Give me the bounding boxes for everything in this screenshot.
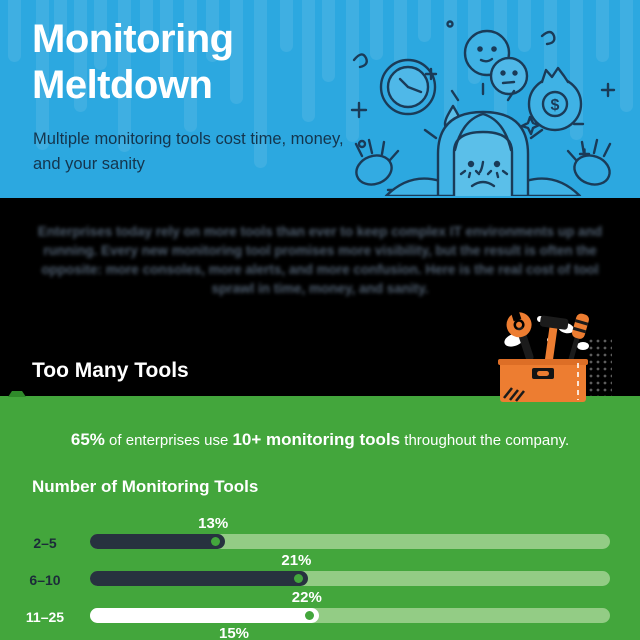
category-label: 6–10 (29, 572, 61, 588)
title-line-1: Monitoring (32, 17, 234, 61)
too-many-tools-heading: Too Many Tools (32, 359, 189, 382)
value-label: 13% (198, 515, 229, 532)
bar-row-2-5: 13% 2–5 (0, 515, 640, 551)
skyline-bar (370, 0, 383, 60)
bar-track (90, 534, 610, 549)
value-label: 21% (281, 552, 312, 569)
toolbox-body (498, 359, 588, 402)
skyline-bar (254, 0, 267, 168)
money-bag-icon: $ (527, 66, 583, 132)
screwdriver-icon (567, 313, 589, 364)
skyline-bar (544, 0, 557, 92)
intro-section: Enterprises today rely on more tools tha… (0, 198, 640, 402)
category-label: 2–5 (33, 535, 57, 551)
edge-notch-decoration (8, 391, 26, 397)
bar-end-dot (211, 537, 221, 546)
smiley-faces-icon (463, 29, 529, 96)
skyline-bar (230, 0, 243, 104)
stat-65-percent: 65% (70, 430, 105, 449)
skyline-bar (206, 0, 219, 62)
skyline-bar (74, 0, 87, 112)
hammer-icon (539, 315, 569, 364)
skyline-bar (160, 0, 173, 92)
stat-headline: 65% of enterprises use 10+ monitoring to… (70, 430, 570, 449)
value-label: 15% (218, 625, 250, 640)
bar-fill (90, 534, 226, 549)
svg-text:$: $ (551, 97, 560, 114)
skyline-bar (302, 0, 315, 122)
skyline-bar (140, 0, 153, 44)
value-label: 22% (291, 589, 322, 606)
left-hand-icon (354, 138, 400, 186)
skyline-bar (118, 0, 131, 152)
intro-paragraph: Enterprises today rely on more tools tha… (37, 224, 603, 296)
skyline-bar (36, 0, 49, 150)
skyline-bar (518, 0, 531, 52)
skyline-bar (596, 0, 609, 62)
skyline-bar (280, 0, 293, 52)
bar-row-6-10: 21% 6–10 (0, 552, 640, 588)
skyline-bar (8, 0, 21, 62)
skyline-bar (418, 0, 431, 42)
skyline-bar (620, 0, 633, 112)
bar-end-dot (294, 574, 304, 583)
skyline-bar (94, 0, 107, 70)
monitoring-tools-bar-chart: 13% 2–5 21% 6–10 22% 11–25 (0, 396, 640, 640)
bar-track (90, 608, 610, 623)
skyline-bar (54, 0, 67, 38)
bar-track (90, 571, 610, 586)
clock-icon (379, 58, 437, 116)
halftone-dots (588, 338, 612, 396)
category-label: 11–25 (25, 609, 65, 625)
skyline-bar (322, 0, 335, 82)
bar-fill (90, 571, 309, 586)
stats-section: 65% of enterprises use 10+ monitoring to… (0, 391, 640, 640)
bar-fill-highlighted (90, 608, 319, 623)
skyline-bar (184, 0, 197, 132)
title-line-2: Meltdown (32, 63, 213, 107)
page-title: Monitoring Meltdown (32, 16, 234, 108)
stressed-person-illustration: $ (350, 20, 616, 196)
wrench-icon (506, 310, 534, 362)
stressed-face (436, 110, 530, 196)
header-section: Monitoring Meltdown Multiple monitoring … (0, 0, 640, 198)
right-hand-icon (566, 138, 612, 186)
toolbox-illustration (498, 310, 612, 402)
bar-end-dot (304, 611, 314, 620)
bar-row-11-25: 22% 11–25 (0, 589, 640, 625)
bar-row-cutoff: 15% (0, 625, 640, 640)
chart-title: Number of Monitoring Tools (32, 477, 259, 496)
skyline-bar (346, 0, 359, 142)
stat-10-plus-tools: 10+ monitoring tools (232, 430, 401, 449)
page-subtitle: Multiple monitoring tools cost time, mon… (33, 130, 344, 173)
burst-star-icon (520, 115, 541, 136)
